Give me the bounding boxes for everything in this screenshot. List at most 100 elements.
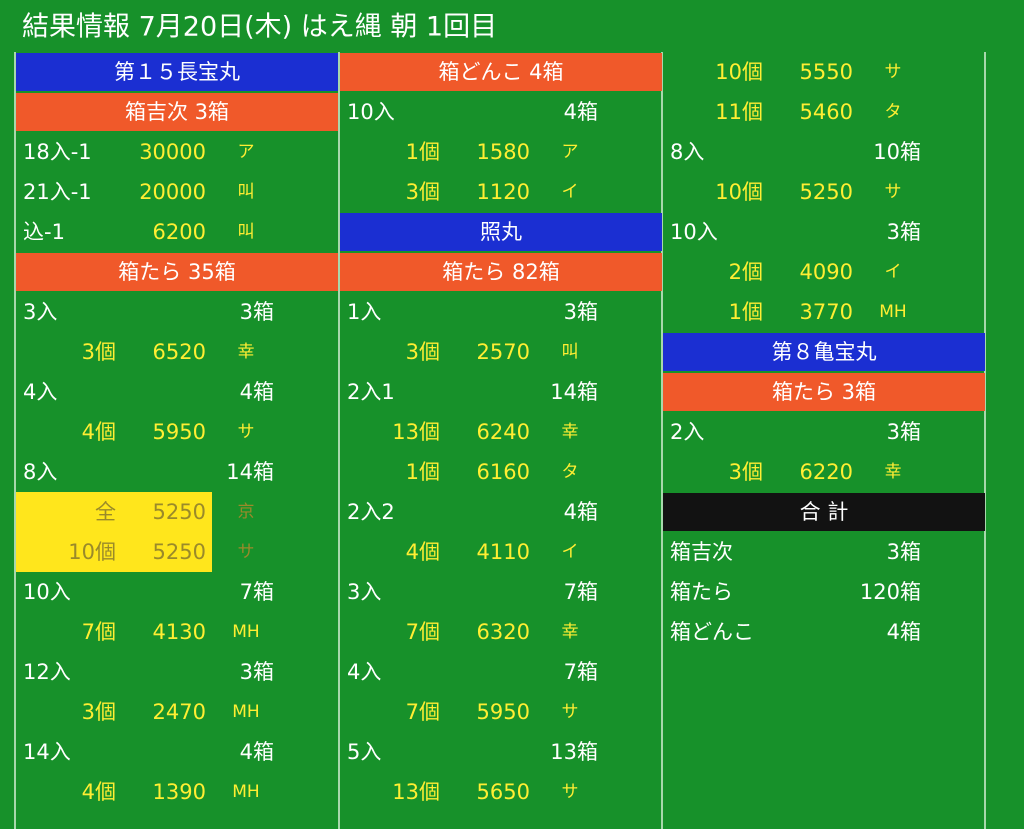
count: 1個	[406, 140, 440, 164]
mark: MH	[232, 782, 259, 802]
boxes: 7箱	[240, 580, 274, 604]
boxes: 4箱	[564, 100, 598, 124]
count: 2個	[729, 260, 763, 284]
count: 13個	[392, 420, 440, 444]
price: 1390	[153, 780, 206, 804]
price: 1580	[477, 140, 530, 164]
mark: 幸	[562, 422, 579, 442]
count: 10個	[68, 540, 116, 564]
price: 5250	[153, 540, 206, 564]
mark: 幸	[885, 462, 902, 482]
ship-bar	[663, 333, 985, 371]
count: 3個	[82, 700, 116, 724]
fish-label: 箱たら 3箱	[772, 380, 876, 404]
price: 6320	[477, 620, 530, 644]
boxes: 14箱	[226, 460, 274, 484]
mark: 幸	[562, 622, 579, 642]
price: 2470	[153, 700, 206, 724]
count: 1個	[406, 460, 440, 484]
price: 5650	[477, 780, 530, 804]
price: 2570	[477, 340, 530, 364]
mark: 叫	[238, 222, 255, 242]
price: 30000	[139, 140, 206, 164]
price: 1120	[477, 180, 530, 204]
price: 6200	[153, 220, 206, 244]
mark: サ	[562, 702, 579, 722]
mark: サ	[885, 62, 902, 82]
price: 5950	[153, 420, 206, 444]
entry: 8入	[670, 140, 704, 164]
ship-bar	[340, 213, 662, 251]
count: 11個	[715, 100, 763, 124]
entry: 込-1	[23, 220, 65, 244]
count: 全	[95, 500, 116, 524]
price: 6520	[153, 340, 206, 364]
price: 4090	[800, 260, 853, 284]
price: 6220	[800, 460, 853, 484]
entry: 21入-1	[23, 180, 92, 204]
entry: 8入	[23, 460, 57, 484]
entry: 12入	[23, 660, 71, 684]
boxes: 3箱	[887, 420, 921, 444]
price: 20000	[139, 180, 206, 204]
entry: 4入	[347, 660, 381, 684]
fish-bar	[340, 53, 662, 91]
mark: イ	[562, 182, 579, 202]
price: 5550	[800, 60, 853, 84]
entry: 4入	[23, 380, 57, 404]
mark: MH	[232, 702, 259, 722]
fish-label: 箱吉次 3箱	[125, 100, 229, 124]
ship-label: 第１５長宝丸	[114, 60, 240, 84]
entry: 箱吉次	[670, 540, 733, 564]
ship-label: 第８亀宝丸	[772, 340, 877, 364]
entry: 18入-1	[23, 140, 92, 164]
fish-bar	[663, 373, 985, 411]
mark: タ	[885, 102, 902, 122]
count: 7個	[406, 700, 440, 724]
entry: 14入	[23, 740, 71, 764]
mark: サ	[562, 782, 579, 802]
price: 6240	[477, 420, 530, 444]
boxes: 4箱	[564, 500, 598, 524]
fish-bar	[340, 253, 662, 291]
boxes: 3箱	[240, 300, 274, 324]
entry: 2入	[670, 420, 704, 444]
mark: タ	[562, 462, 579, 482]
boxes: 3箱	[887, 540, 921, 564]
mark: ア	[238, 142, 255, 162]
entry: 10入	[23, 580, 71, 604]
mark: MH	[879, 302, 906, 322]
mark: 京	[238, 502, 255, 522]
ship-bar	[16, 53, 338, 91]
boxes: 7箱	[564, 660, 598, 684]
count: 3個	[82, 340, 116, 364]
boxes: 4箱	[240, 380, 274, 404]
entry: 3入	[23, 300, 57, 324]
fish-bar	[16, 253, 338, 291]
entry: 10入	[670, 220, 718, 244]
count: 3個	[406, 340, 440, 364]
mark: サ	[238, 542, 255, 562]
total-bar	[663, 493, 985, 531]
entry: 1入	[347, 300, 381, 324]
count: 10個	[715, 180, 763, 204]
count: 4個	[82, 780, 116, 804]
mark: 叫	[238, 182, 255, 202]
entry: 10入	[347, 100, 395, 124]
price: 6160	[477, 460, 530, 484]
price: 4130	[153, 620, 206, 644]
boxes: 3箱	[564, 300, 598, 324]
count: 7個	[406, 620, 440, 644]
entry: 2入1	[347, 380, 395, 404]
price: 5250	[153, 500, 206, 524]
boxes: 120箱	[860, 580, 921, 604]
mark: MH	[232, 622, 259, 642]
entry: 3入	[347, 580, 381, 604]
board-title: 結果情報 7月20日(木) はえ縄 朝 1回目	[22, 12, 497, 43]
count: 13個	[392, 780, 440, 804]
count: 1個	[729, 300, 763, 324]
fish-label: 箱どんこ 4箱	[438, 60, 563, 84]
entry: 箱たら	[670, 580, 733, 604]
count: 3個	[729, 460, 763, 484]
